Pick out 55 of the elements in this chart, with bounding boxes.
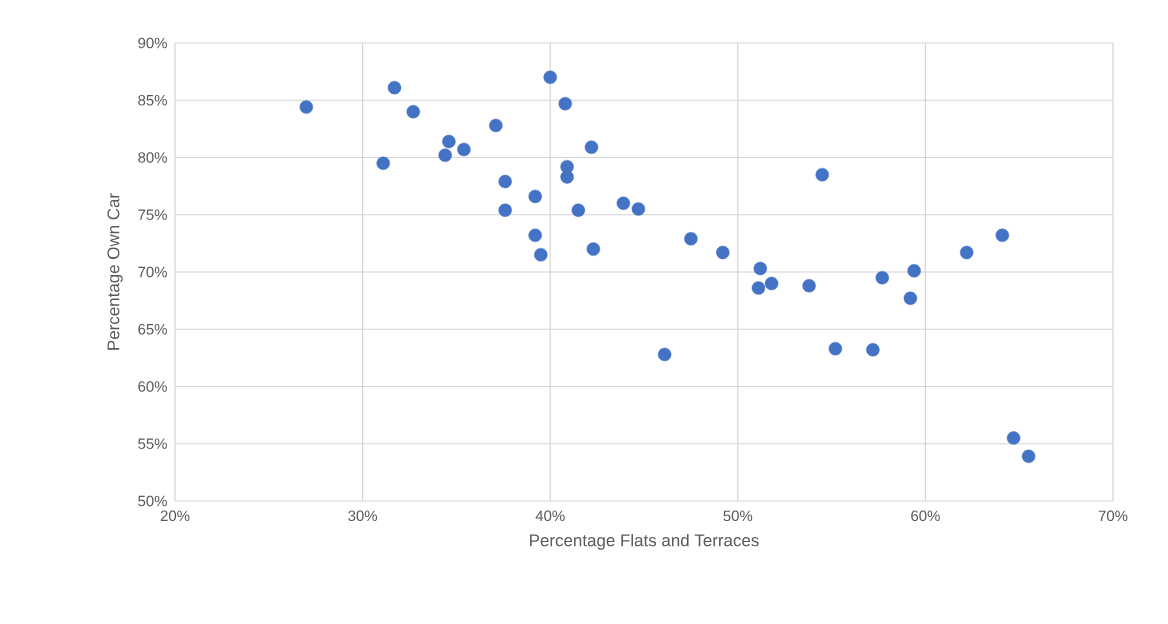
point [438,148,452,162]
point [866,343,880,357]
y-tick-label: 80% [138,152,167,163]
point [571,203,586,217]
point [528,189,542,204]
y-tick-label: 65% [138,323,167,335]
point [907,264,921,278]
point [903,291,918,306]
x-tick-label: 70% [1098,510,1128,522]
point [959,245,974,260]
point [543,70,557,85]
point [498,174,512,189]
point [1006,431,1021,445]
y-tick-label: 85% [138,94,167,106]
point [764,276,779,291]
point [406,104,420,119]
point [586,242,601,256]
y-tick-label: 75% [138,209,167,220]
point [995,228,1010,243]
point [802,279,816,293]
point [631,202,646,216]
y-tick-label: 55% [138,438,167,449]
point [753,261,768,276]
y-tick-label: 60% [138,381,167,392]
point [534,248,548,262]
y-tick-label: 90% [138,37,167,49]
point [457,142,471,157]
point [489,118,503,133]
point [560,170,574,184]
point [528,228,542,243]
point [875,271,889,285]
x-tick-label: 60% [911,510,940,522]
point [584,140,599,154]
point [299,100,314,114]
point [828,342,843,356]
point [616,196,631,210]
point [387,80,402,95]
point [376,156,390,170]
point [751,281,766,295]
point [442,134,456,149]
point [657,347,672,362]
point [716,245,730,260]
x-axis-title: Percentage Flats and Terraces [530,533,759,550]
y-axis-title: Percentage Own Car [107,193,123,350]
point [684,232,698,246]
x-tick-label: 30% [348,510,378,522]
x-tick-label: 40% [535,510,565,522]
y-tick-label: 50% [138,495,167,507]
point [1021,449,1036,464]
point [815,167,829,182]
x-tick-label: 20% [160,510,190,522]
point [498,203,512,217]
y-tick-label: 70% [138,266,167,278]
x-tick-label: 50% [723,510,753,522]
point [558,96,572,111]
